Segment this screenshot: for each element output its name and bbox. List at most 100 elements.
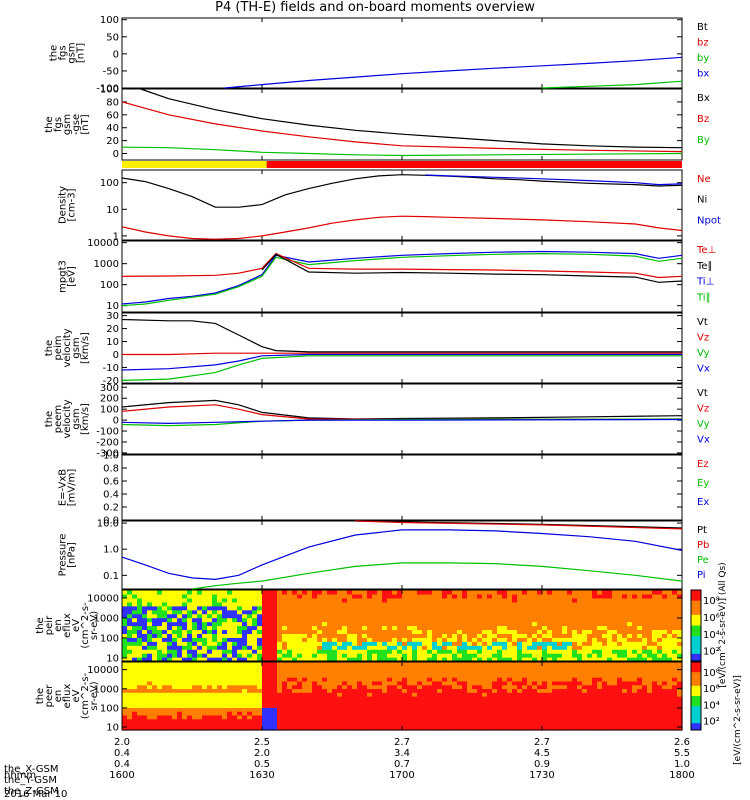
panel-frame — [121, 312, 683, 384]
y-tick-label: 0 — [113, 350, 119, 361]
y-axis-label-line: gsm — [71, 337, 82, 358]
y-axis-label-line: the — [44, 411, 55, 427]
y-axis-label-line: the — [35, 617, 46, 633]
series-Vx — [121, 353, 682, 371]
legend-Vy: Vy — [697, 348, 710, 359]
y-axis-label-line: the — [49, 45, 60, 61]
y-tick-label: 100 — [100, 703, 119, 714]
y-tick-label: 10 — [106, 337, 119, 348]
xaxis-value: 1730 — [529, 770, 554, 781]
y-tick-label: 10 — [106, 723, 119, 734]
series-Vz — [122, 352, 682, 356]
y-axis-label-line: [nT] — [76, 43, 87, 63]
legend-Ex: Ex — [697, 497, 709, 508]
series-Npot — [425, 174, 683, 186]
xaxis-value: 1630 — [249, 770, 274, 781]
panel-efield: 1.0 0.8 0.6 0.4 0.2 0.0 E=-VxB[mV/m] Ez Ey Ex — [58, 451, 710, 527]
panel-pressure: 10.0 1.0 0.1 Pressure[nPa] Pt Pb Pe Pi — [58, 519, 709, 590]
y-tick-label: 1000 — [94, 684, 119, 695]
y-axis-label-line: (cm^2-s- — [80, 602, 91, 649]
series-Vz — [121, 404, 683, 421]
xaxis-value: 1800 — [669, 770, 694, 781]
xaxis-value: 1700 — [389, 770, 414, 781]
panel-frame — [121, 454, 683, 521]
legend-Vt: Vt — [697, 317, 708, 328]
panel-temperature: 10000 1000 100 10 mpgt3[eV] Te⊥ Te∥ Ti⊥ Ti∥ — [58, 238, 716, 313]
y-axis-label-line: velocity — [62, 399, 73, 438]
legend-Ni: Ni — [697, 195, 707, 206]
xaxis-value: 2.0 — [114, 737, 130, 748]
colorbar: 10⁸ 10⁶ 10⁴ 10² — [690, 589, 720, 662]
y-tick-label: 100 — [100, 15, 119, 26]
colorbar-tick-label: 10⁸ — [703, 668, 720, 679]
y-axis-label: mpgt3[eV] — [58, 260, 78, 293]
colorbar-label: [eV/(cm^2-s-sr-eV)] (All Qs) — [718, 562, 728, 687]
y-axis-label-line: the — [44, 340, 55, 356]
legend-Pt: Pt — [697, 525, 707, 536]
y-axis-label-line: eflux — [62, 684, 73, 709]
y-tick-label: 20 — [106, 324, 119, 335]
y-axis-label-line: the — [44, 116, 55, 132]
xaxis-row-label-1: the_Y-GSM — [4, 775, 58, 786]
panel-peir_eflux: 10⁸ 10⁶ 10⁴ 10² 10000 1000 100 10 thepeireneflux… — [35, 589, 720, 664]
y-tick-label: 0.6 — [103, 477, 119, 488]
y-tick-label: 0.8 — [103, 464, 119, 475]
y-tick-label: 0.0 — [103, 516, 119, 527]
y-tick-label: 10 — [106, 205, 119, 216]
y-tick-label: 100 — [100, 633, 119, 644]
legend-Pi: Pi — [697, 570, 706, 581]
y-tick-label: 10.0 — [97, 519, 119, 530]
y-tick-label: 10 — [106, 653, 119, 664]
series-Te⊥ — [121, 252, 683, 279]
y-tick-label: -100 — [96, 427, 119, 438]
y-axis-label-line: sr-eV) — [89, 681, 100, 710]
legend-By: By — [697, 135, 710, 146]
legend-Vz: Vz — [697, 404, 709, 415]
y-axis-label-line: en — [53, 690, 64, 703]
series-Vt — [121, 399, 683, 420]
series-Vy — [121, 355, 682, 381]
series-Pe — [191, 562, 683, 590]
xaxis-value: 0.4 — [114, 748, 130, 759]
y-tick-label: 0.4 — [103, 490, 119, 501]
series-by — [541, 80, 683, 89]
xaxis-value: 5.5 — [674, 748, 690, 759]
xaxis-value: 2.0 — [254, 748, 270, 759]
y-tick-label: 1.0 — [103, 451, 119, 462]
y-axis-label-line: Density — [58, 186, 69, 224]
y-axis-label-line: [nT] — [80, 114, 91, 134]
y-tick-label: -200 — [96, 437, 119, 448]
y-axis-label-line: fgs — [58, 45, 69, 60]
y-axis-label-line: eV — [71, 689, 82, 702]
legend-Vy: Vy — [697, 419, 710, 430]
y-tick-label: 10000 — [87, 593, 119, 604]
y-axis-label-line: sr-eV) — [89, 611, 100, 640]
xaxis-value: 1600 — [109, 770, 134, 781]
y-tick-label: -100 — [96, 84, 119, 95]
y-axis-label-line: E=-VxB — [58, 469, 69, 506]
xaxis-value: 0.7 — [394, 759, 410, 770]
y-tick-label: 0.1 — [103, 571, 119, 582]
legend-Te⊥: Te⊥ — [696, 245, 716, 256]
legend-Pe: Pe — [697, 555, 709, 566]
y-tick-label: 60 — [106, 110, 119, 121]
colorbar-tick-label: 10⁴ — [703, 700, 720, 711]
series-Bz — [121, 101, 683, 153]
series-Ti⊥ — [121, 250, 683, 305]
colorbar: 10⁸ 10⁶ 10⁴ 10² — [690, 661, 720, 731]
legend-Vz: Vz — [697, 333, 709, 344]
y-axis-label-line: [nPa] — [67, 542, 78, 568]
xaxis-row-label-hhmm: hhmm — [4, 770, 36, 781]
xaxis-value: 2.5 — [254, 737, 270, 748]
legend-bx: bx — [697, 69, 709, 80]
legend-Te∥: Te∥ — [696, 261, 713, 272]
y-axis-label-line: Pressure — [58, 534, 69, 577]
xaxis-value: 2.6 — [674, 737, 690, 748]
